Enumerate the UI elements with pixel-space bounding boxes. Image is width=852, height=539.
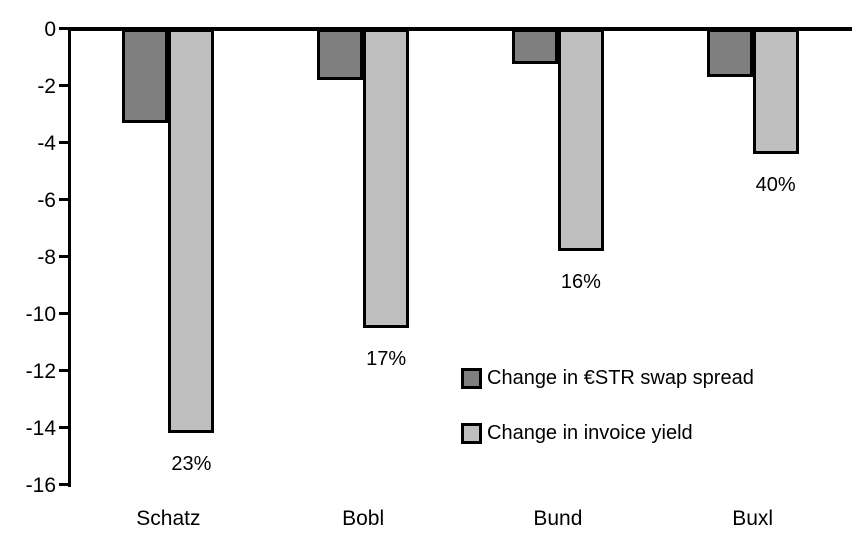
bar-schatz-series-1 xyxy=(168,28,215,434)
bar-schatz-series-0 xyxy=(122,28,169,123)
y-tick-mark xyxy=(59,84,68,87)
data-label-bund: 16% xyxy=(560,270,601,293)
y-tick-mark xyxy=(59,483,68,486)
legend-swatch-invoice-yield xyxy=(461,422,482,444)
y-tick-label: -4 xyxy=(37,131,56,155)
x-axis-zero-line xyxy=(68,26,852,31)
y-tick-label: -16 xyxy=(25,473,56,497)
bar-buxl-series-1 xyxy=(752,28,799,154)
legend-label-swap-spread: Change in €STR swap spread xyxy=(487,366,754,389)
y-tick-mark xyxy=(59,198,68,201)
data-label-buxl: 40% xyxy=(755,173,796,196)
bar-bobl-series-1 xyxy=(363,28,410,328)
category-label-buxl: Buxl xyxy=(732,507,774,530)
y-tick-label: -8 xyxy=(37,245,56,269)
y-tick-mark xyxy=(59,141,68,144)
legend-item-invoice-yield: Change in invoice yield xyxy=(461,421,754,445)
y-tick-label: -2 xyxy=(37,74,56,98)
y-axis-line xyxy=(68,26,71,487)
y-tick-mark xyxy=(59,312,68,315)
data-label-schatz: 23% xyxy=(171,453,212,476)
legend: Change in €STR swap spread Change in inv… xyxy=(461,366,754,476)
y-tick-label: -10 xyxy=(25,302,56,326)
category-label-bund: Bund xyxy=(533,507,583,530)
y-tick-mark xyxy=(59,369,68,372)
y-tick-mark xyxy=(59,426,68,429)
bar-buxl-series-0 xyxy=(706,28,753,77)
y-tick-label: -6 xyxy=(37,188,56,212)
category-label-bobl: Bobl xyxy=(342,507,385,530)
bar-bund-series-0 xyxy=(511,28,558,65)
category-label-schatz: Schatz xyxy=(136,507,201,530)
legend-label-invoice-yield: Change in invoice yield xyxy=(487,421,693,444)
y-tick-label: -12 xyxy=(25,359,56,383)
bar-bund-series-1 xyxy=(557,28,604,251)
legend-swatch-swap-spread xyxy=(461,367,482,389)
data-label-bobl: 17% xyxy=(366,347,407,370)
bar-bobl-series-0 xyxy=(317,28,364,80)
y-tick-mark xyxy=(59,255,68,258)
y-tick-label: -14 xyxy=(25,416,56,440)
y-tick-label: 0 xyxy=(44,17,56,41)
legend-item-swap-spread: Change in €STR swap spread xyxy=(461,366,754,390)
y-tick-mark xyxy=(59,27,68,30)
